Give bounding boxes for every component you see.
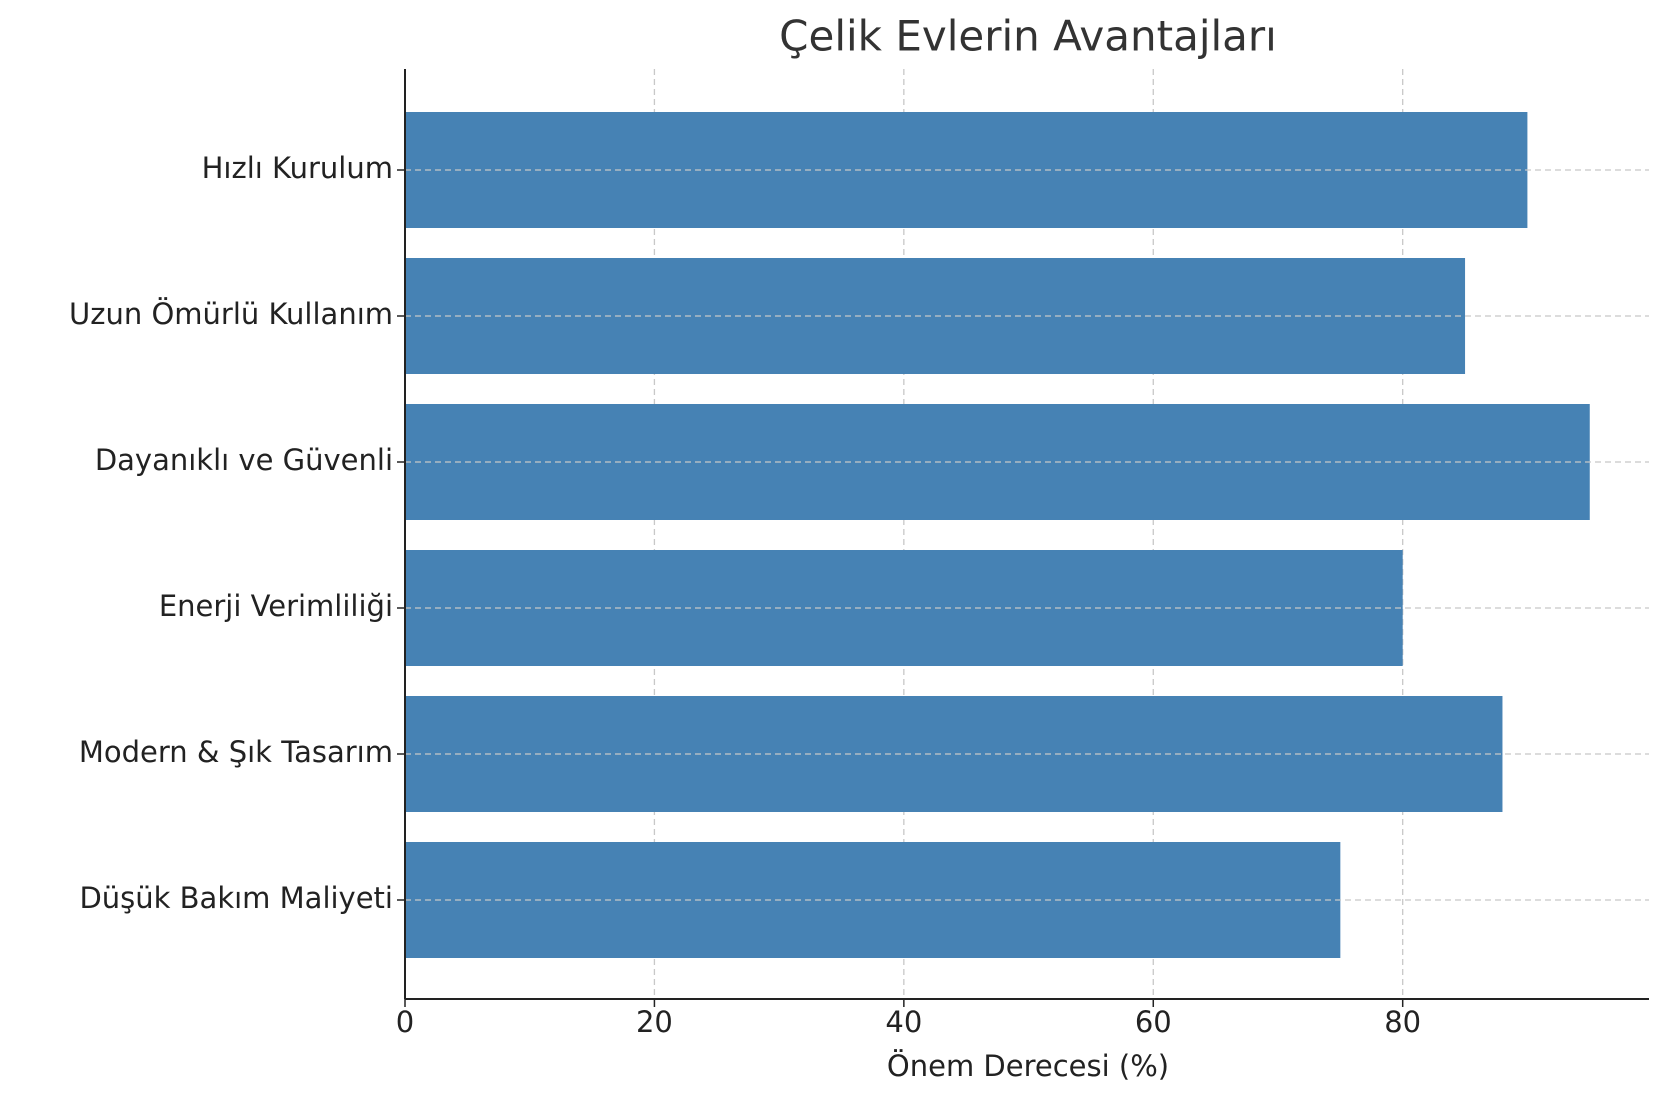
y-tick-label: Modern & Şık Tasarım	[79, 735, 393, 769]
x-axis-label: Önem Derecesi (%)	[887, 1049, 1169, 1083]
y-tick-label: Uzun Ömürlü Kullanım	[69, 297, 393, 331]
chart-title: Çelik Evlerin Avantajları	[779, 12, 1277, 61]
x-tick-label: 20	[636, 1005, 673, 1039]
y-tick-label: Hızlı Kurulum	[202, 151, 393, 185]
y-tick-label: Enerji Verimliliği	[159, 589, 393, 623]
x-tick-label: 40	[885, 1005, 922, 1039]
x-tick-label: 0	[396, 1005, 414, 1039]
y-tick-label: Düşük Bakım Maliyeti	[79, 881, 393, 915]
x-tick-label: 80	[1384, 1005, 1421, 1039]
bar	[405, 550, 1403, 666]
x-tick-label: 60	[1135, 1005, 1172, 1039]
y-tick-label: Dayanıklı ve Güvenli	[95, 443, 393, 477]
